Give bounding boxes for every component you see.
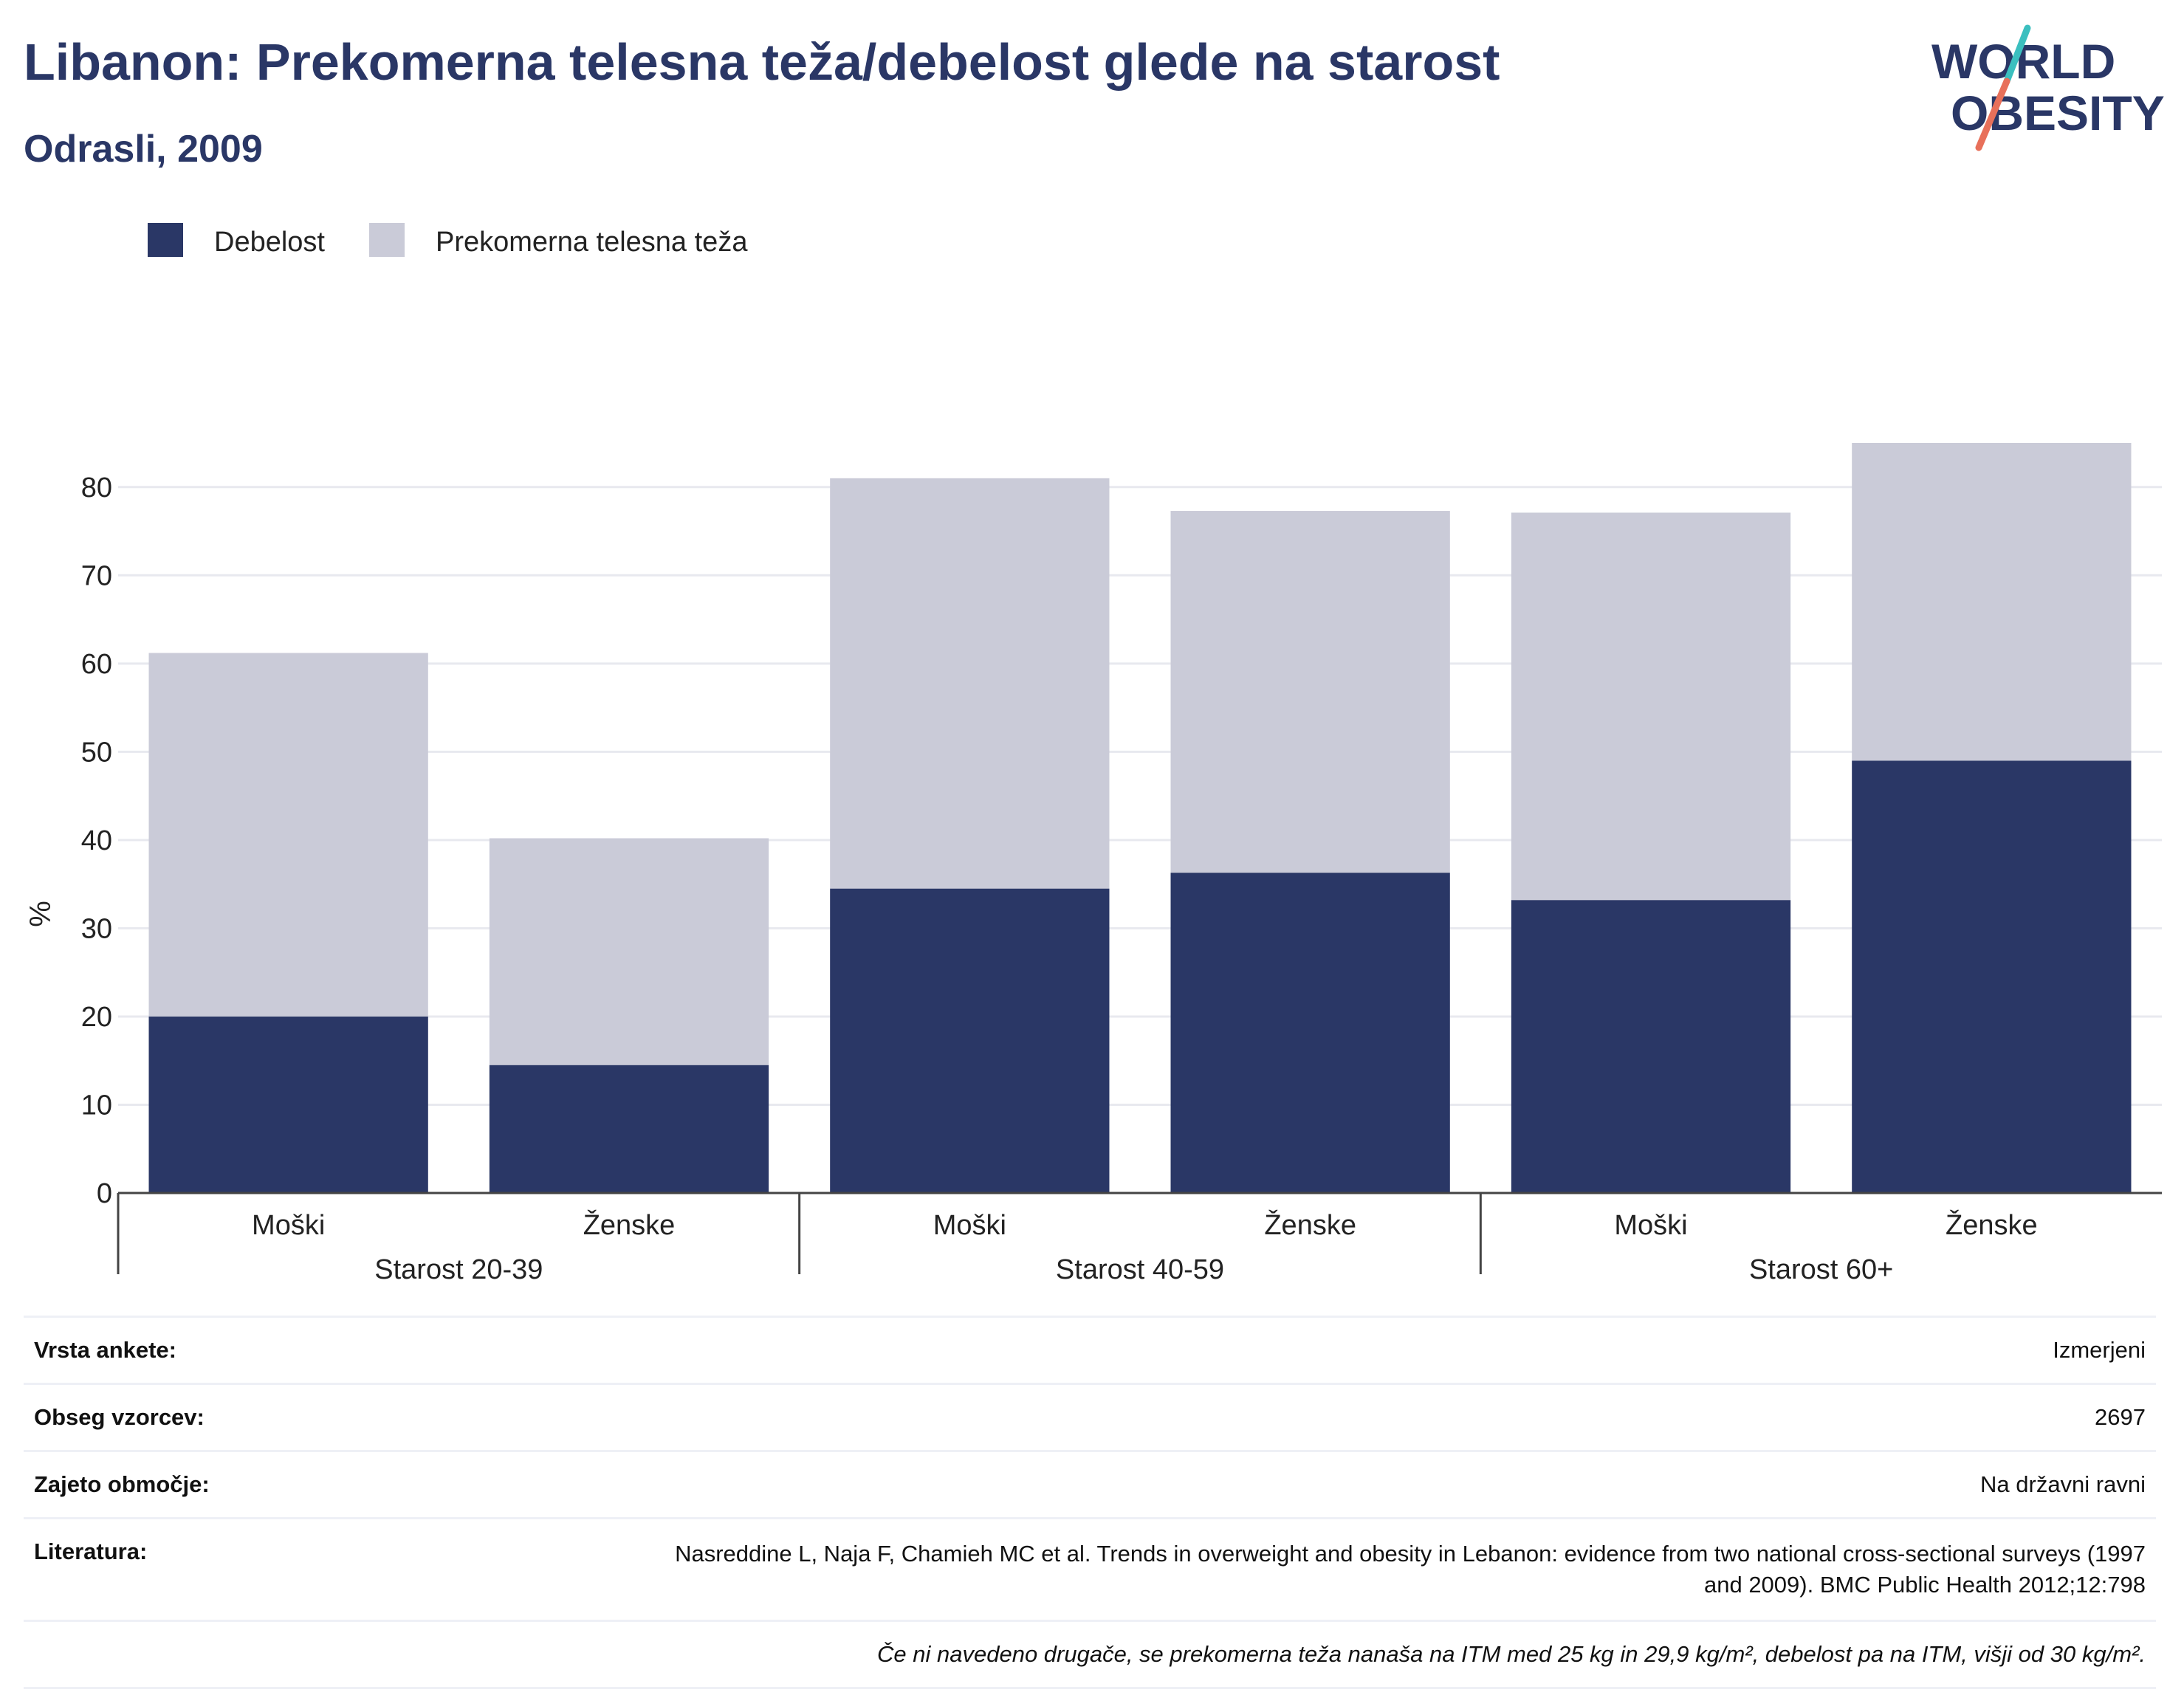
legend-label-0: Debelost	[214, 227, 325, 258]
x-tick-label: Moški	[933, 1210, 1006, 1241]
group-label: Starost 40-59	[1056, 1254, 1224, 1285]
info-row-area: Zajeto območje: Na državni ravni	[24, 1450, 2156, 1517]
literature-label: Literatura:	[34, 1538, 148, 1564]
bar-chart: Debelost Prekomerna telesna teža 0 10 20 30 4…	[24, 223, 2162, 1285]
x-tick-label: Moški	[1614, 1210, 1687, 1241]
literature-value: Nasreddine L, Naja F, Chamieh MC et al. …	[675, 1541, 2146, 1598]
chart-subtitle: Odrasli, 2009	[24, 128, 263, 171]
area-label: Zajeto območje:	[34, 1471, 210, 1497]
x-tick-label: Ženske	[583, 1209, 676, 1241]
y-tick-label: 70	[81, 560, 112, 591]
group-label: Starost 20-39	[374, 1254, 543, 1285]
info-row-survey-type: Vrsta ankete: Izmerjeni	[24, 1316, 2156, 1383]
y-tick-label: 30	[81, 913, 112, 944]
y-tick-label: 40	[81, 825, 112, 856]
bar-obesity-3	[1170, 873, 1450, 1193]
y-tick-label: 50	[81, 737, 112, 768]
legend: Debelost Prekomerna telesna teža	[148, 223, 748, 258]
bars	[148, 443, 2132, 1193]
legend-swatch-1	[369, 223, 405, 257]
logo-slash-teal	[2003, 24, 2031, 85]
survey-type-label: Vrsta ankete:	[34, 1337, 176, 1363]
bar-overweight-5	[1852, 443, 2132, 761]
bar-obesity-0	[148, 1016, 428, 1193]
bar-overweight-2	[830, 478, 1110, 889]
chart-title: Libanon: Prekomerna telesna teža/debelos…	[24, 33, 1500, 91]
survey-type-value: Izmerjeni	[2053, 1337, 2146, 1363]
sample-size-label: Obseg vzorcev:	[34, 1404, 205, 1430]
bar-obesity-4	[1511, 900, 1791, 1193]
bar-overweight-1	[489, 838, 769, 1065]
bar-obesity-2	[830, 888, 1110, 1193]
info-row-note: Če ni navedeno drugače, se prekomerna te…	[24, 1620, 2156, 1689]
y-axis-label: %	[24, 901, 57, 927]
bar-obesity-5	[1852, 760, 2132, 1193]
legend-label-1: Prekomerna telesna teža	[436, 227, 748, 258]
bar-overweight-4	[1511, 512, 1791, 901]
y-tick-label: 80	[81, 472, 112, 503]
x-tick-label: Ženske	[1946, 1209, 2038, 1241]
group-label: Starost 60+	[1749, 1254, 1893, 1285]
y-tick-label: 20	[81, 1002, 112, 1033]
x-tick-label: Ženske	[1264, 1209, 1356, 1241]
y-tick-label: 0	[97, 1178, 112, 1209]
bar-overweight-0	[148, 653, 428, 1017]
y-tick-label: 10	[81, 1090, 112, 1121]
gridlines	[118, 486, 2162, 1106]
info-row-sample-size: Obseg vzorcev: 2697	[24, 1383, 2156, 1450]
bar-obesity-1	[489, 1065, 769, 1193]
info-table: Vrsta ankete: Izmerjeni Obseg vzorcev: 2…	[24, 1316, 2156, 1689]
bar-overweight-3	[1170, 511, 1450, 873]
info-row-literature: Literatura: Nasreddine L, Naja F, Chamie…	[24, 1517, 2156, 1620]
y-tick-label: 60	[81, 649, 112, 680]
logo-slash-orange	[1975, 78, 2010, 151]
axes: 0 10 20 30 40 50 60 70 80 Moški Ženske Moški Ženske M…	[81, 472, 2162, 1285]
legend-swatch-0	[148, 223, 183, 257]
area-value: Na državni ravni	[1980, 1471, 2146, 1497]
world-obesity-logo: WORLD OBESITY	[1931, 24, 2165, 151]
x-tick-label: Moški	[252, 1210, 325, 1241]
sample-size-value: 2697	[2095, 1404, 2146, 1430]
definition-note: Če ni navedeno drugače, se prekomerna te…	[877, 1641, 2146, 1667]
